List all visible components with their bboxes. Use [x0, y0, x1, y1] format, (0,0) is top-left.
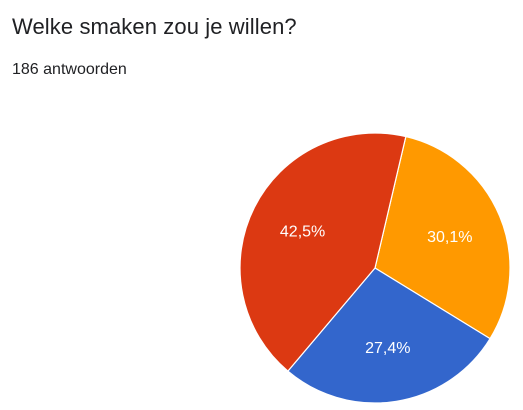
response-count: 186 antwoorden — [12, 61, 127, 78]
pie-slice-3[interactable] — [239, 132, 407, 372]
pie-slice-2[interactable] — [287, 267, 491, 404]
pie-slice-label-2: 27,4% — [365, 340, 410, 357]
pie-slice-label-1: 30,1% — [427, 229, 472, 246]
pie-slice-label-3: 42,5% — [280, 224, 325, 241]
question-title: Welke smaken zou je willen? — [12, 14, 297, 39]
